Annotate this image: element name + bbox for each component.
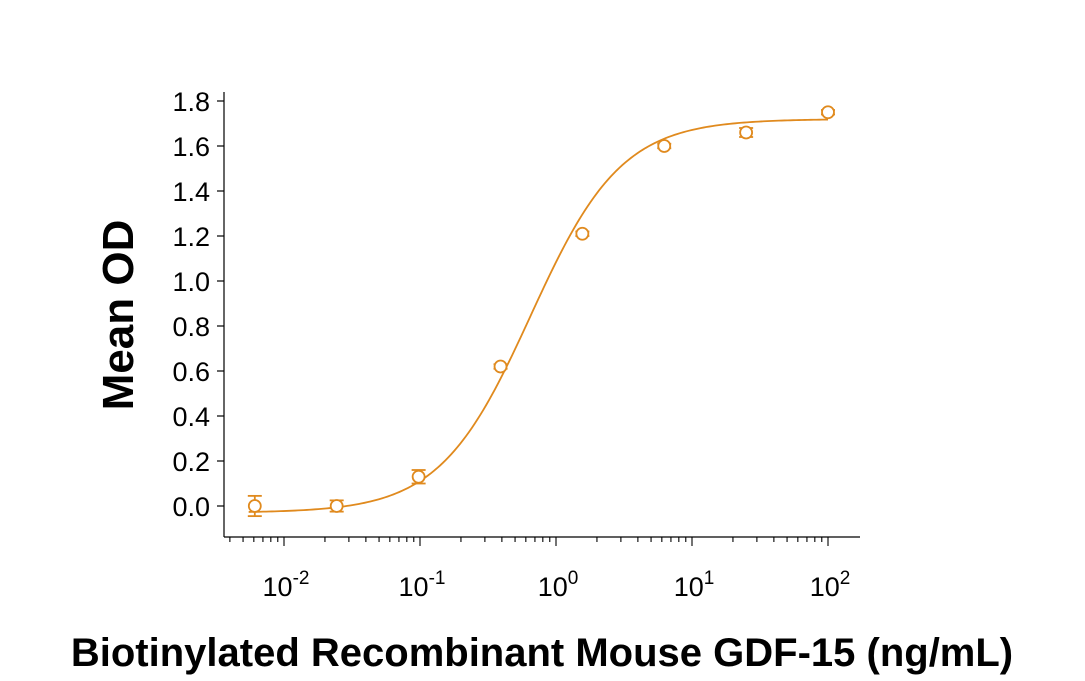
y-tick-label: 0.2 <box>172 447 210 477</box>
data-point <box>411 469 426 485</box>
data-point <box>821 105 835 120</box>
y-tick-label: 1.0 <box>172 267 210 297</box>
fit-curve <box>248 118 829 513</box>
x-axis-title: Biotinylated Recombinant Mouse GDF-15 (n… <box>71 631 1013 675</box>
x-tick-label: 10-2 <box>263 568 310 602</box>
y-axis-title: Mean OD <box>94 220 143 411</box>
data-marker <box>657 139 672 153</box>
data-marker <box>575 226 590 241</box>
data-point <box>575 226 590 241</box>
x-tick-label: 10-1 <box>399 568 446 602</box>
data-marker <box>411 469 426 484</box>
data-point <box>739 125 754 140</box>
x-tick-label: 102 <box>810 568 851 602</box>
y-tick-label: 0.6 <box>172 357 210 387</box>
data-points-layer <box>247 105 835 518</box>
y-tick-label: 0.4 <box>172 402 210 432</box>
tick-labels: 0.0 0.2 0.4 0.6 0.8 1.0 1.2 1.4 1.6 1.8 10-2 10-1 10… <box>172 87 850 602</box>
data-point <box>493 359 508 374</box>
axes <box>217 92 860 546</box>
x-tick-label: 101 <box>674 568 715 602</box>
data-marker <box>739 125 754 140</box>
data-point <box>329 499 344 513</box>
data-marker <box>493 359 508 374</box>
data-marker <box>821 105 835 120</box>
data-point <box>657 139 672 153</box>
y-tick-label: 1.8 <box>172 87 210 117</box>
x-tick-label: 100 <box>538 568 579 602</box>
data-marker <box>247 499 262 513</box>
y-tick-label: 1.4 <box>172 177 210 207</box>
y-tick-label: 0.8 <box>172 312 210 342</box>
y-tick-label: 1.2 <box>172 222 210 252</box>
data-marker <box>329 499 344 513</box>
fit-curve-layer <box>248 118 829 513</box>
y-tick-label: 0.0 <box>172 492 210 522</box>
data-point <box>247 494 262 518</box>
y-tick-label: 1.6 <box>172 132 210 162</box>
